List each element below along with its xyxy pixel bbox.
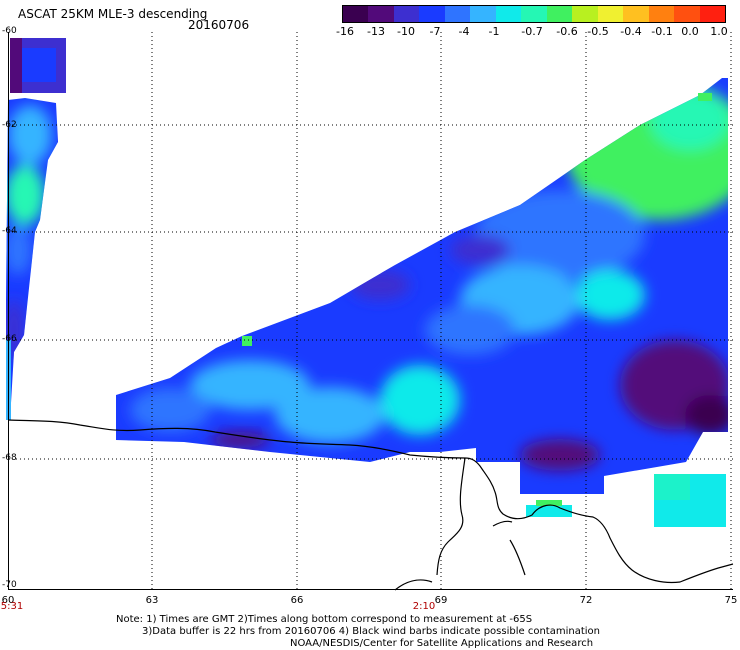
lat-label: -62 xyxy=(2,120,17,130)
colorbar-label: -13 xyxy=(367,25,385,38)
footnote-line-1: Note: 1) Times are GMT 2)Times along bot… xyxy=(116,614,533,625)
ascat-swath xyxy=(116,78,728,527)
time-label: 2:10 xyxy=(412,601,436,612)
lon-label: 60 xyxy=(1,595,15,606)
colorbar-segment xyxy=(393,6,420,22)
time-label: 5:31 xyxy=(0,601,24,612)
footnote-line-2: 3)Data buffer is 22 hrs from 20160706 4)… xyxy=(142,626,600,637)
colorbar-segment xyxy=(572,6,598,22)
lon-label: 69 xyxy=(434,595,448,606)
lon-label: 75 xyxy=(724,595,738,606)
colorbar-label: 1.0 xyxy=(710,25,728,38)
colorbar-label: -0.5 xyxy=(587,25,609,38)
colorbar-segment xyxy=(546,6,573,22)
colorbar-label: -10 xyxy=(397,25,415,38)
colorbar-label: 0.0 xyxy=(681,25,699,38)
colorbar-segment xyxy=(368,6,394,22)
graticule xyxy=(8,32,733,590)
footnote-credit: NOAA/NESDIS/Center for Satellite Applica… xyxy=(290,638,594,649)
coastline xyxy=(7,419,734,591)
colorbar-segment xyxy=(343,6,369,22)
colorbar-label: -1 xyxy=(488,25,500,38)
lat-label: -70 xyxy=(2,580,17,590)
colorbar-label: -0.4 xyxy=(620,25,642,38)
lon-label: 72 xyxy=(579,595,593,606)
colorbar-segment xyxy=(521,6,547,22)
colorbar-segment xyxy=(648,6,675,22)
colorbar-label: -0.6 xyxy=(556,25,578,38)
lon-label: 63 xyxy=(145,595,159,606)
colorbar-label: -0.1 xyxy=(651,25,673,38)
colorbar-label: -7 xyxy=(429,25,441,38)
colorbar-segment xyxy=(495,6,522,22)
colorbar-segment xyxy=(419,6,445,22)
colorbar-label: -0.7 xyxy=(521,25,543,38)
colorbar-segment xyxy=(699,6,726,22)
colorbar-segment xyxy=(470,6,496,22)
lat-label: -60 xyxy=(2,26,17,36)
lon-label: 66 xyxy=(290,595,304,606)
colorbar-segment xyxy=(623,6,649,22)
map-date: 20160706 xyxy=(188,18,250,32)
colorbar-segment xyxy=(444,6,471,22)
colorbar xyxy=(342,5,726,23)
colorbar-label: -4 xyxy=(458,25,470,38)
colorbar-segment xyxy=(597,6,624,22)
colorbar-segment xyxy=(674,6,700,22)
colorbar-label: -16 xyxy=(336,25,354,38)
lat-label: -68 xyxy=(2,453,17,463)
map-frame xyxy=(8,32,733,590)
lat-label: -66 xyxy=(2,334,17,344)
lat-label: -64 xyxy=(2,226,17,236)
map-title: ASCAT 25KM MLE-3 descending xyxy=(18,7,208,21)
